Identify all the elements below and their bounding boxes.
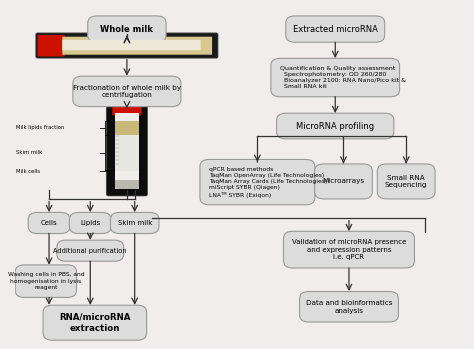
Text: Data and bioinformatics
analysis: Data and bioinformatics analysis — [306, 300, 392, 313]
FancyBboxPatch shape — [115, 121, 139, 135]
FancyBboxPatch shape — [277, 113, 394, 139]
Text: Fractionation of whole milk by
centrifugation: Fractionation of whole milk by centrifug… — [73, 85, 181, 98]
FancyBboxPatch shape — [37, 35, 64, 57]
FancyBboxPatch shape — [73, 76, 181, 107]
FancyBboxPatch shape — [63, 40, 201, 50]
Text: Lipids: Lipids — [80, 220, 100, 226]
FancyBboxPatch shape — [110, 213, 159, 233]
FancyBboxPatch shape — [106, 105, 147, 196]
FancyBboxPatch shape — [15, 265, 76, 297]
Text: Small RNA
Sequencing: Small RNA Sequencing — [385, 174, 428, 188]
Text: Milk cells: Milk cells — [16, 169, 40, 173]
FancyBboxPatch shape — [286, 16, 385, 42]
FancyBboxPatch shape — [300, 291, 399, 322]
FancyBboxPatch shape — [69, 213, 111, 233]
Text: Validation of microRNA presence
and expression patterns
i.e. qPCR: Validation of microRNA presence and expr… — [292, 239, 406, 260]
FancyBboxPatch shape — [115, 113, 139, 189]
FancyBboxPatch shape — [115, 180, 139, 189]
Text: Additional purification: Additional purification — [54, 248, 127, 254]
Text: Washing cells in PBS, and
homogenisation in lysis
reagent: Washing cells in PBS, and homogenisation… — [8, 273, 84, 290]
FancyBboxPatch shape — [200, 159, 315, 205]
FancyBboxPatch shape — [112, 95, 142, 115]
FancyBboxPatch shape — [315, 164, 373, 199]
FancyBboxPatch shape — [57, 240, 124, 261]
FancyBboxPatch shape — [283, 231, 414, 268]
Text: Milk lipids fraction: Milk lipids fraction — [16, 125, 64, 130]
Text: Cells: Cells — [41, 220, 57, 226]
FancyBboxPatch shape — [28, 213, 70, 233]
Text: Extracted microRNA: Extracted microRNA — [293, 24, 378, 34]
Text: MicroRNA profiling: MicroRNA profiling — [296, 121, 374, 131]
Text: qPCR based methods
TaqMan OpenArray (Life Technologies)
TaqMan Array Cards (Life: qPCR based methods TaqMan OpenArray (Lif… — [209, 166, 328, 198]
FancyBboxPatch shape — [115, 135, 139, 171]
Text: Skim milk: Skim milk — [118, 220, 152, 226]
FancyBboxPatch shape — [63, 37, 212, 55]
Text: Whole milk: Whole milk — [100, 24, 154, 34]
FancyBboxPatch shape — [88, 16, 166, 42]
Text: Skim milk: Skim milk — [16, 150, 42, 155]
Text: Microarrays: Microarrays — [322, 178, 365, 184]
FancyBboxPatch shape — [377, 164, 435, 199]
FancyBboxPatch shape — [43, 305, 146, 340]
Text: Quantification & Quality assessment
  Spectrophotometry: OD 260/280
  Bioanalyze: Quantification & Quality assessment Spec… — [280, 66, 406, 89]
FancyBboxPatch shape — [271, 58, 400, 97]
FancyBboxPatch shape — [36, 33, 218, 58]
Text: RNA/microRNA
extraction: RNA/microRNA extraction — [59, 313, 130, 333]
